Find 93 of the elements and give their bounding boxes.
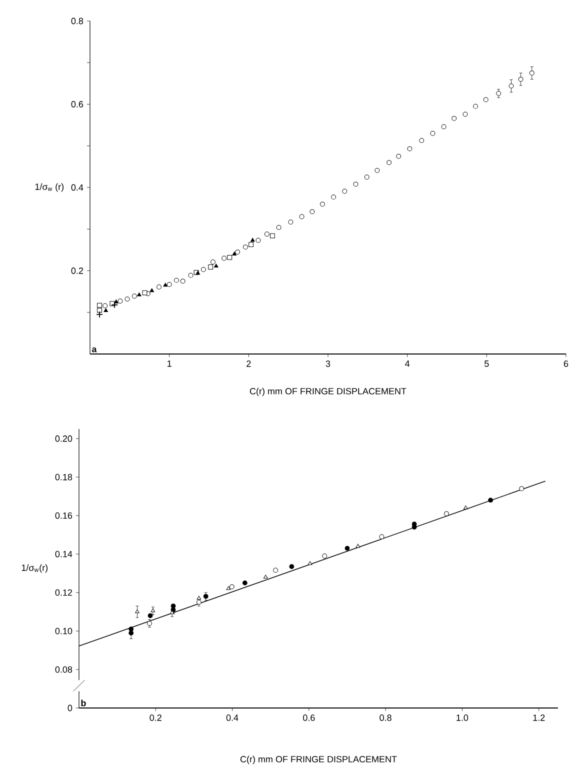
y-tick-label: 0 — [68, 704, 72, 712]
x-tick-label: 3 — [326, 360, 330, 367]
point — [256, 238, 261, 243]
x-tick-label: 1.2 — [533, 714, 545, 721]
x-tick-label: 6 — [564, 360, 568, 367]
point — [364, 174, 370, 180]
point — [444, 511, 449, 516]
point — [128, 630, 134, 636]
x-tick-label: 2 — [246, 360, 251, 367]
point — [208, 264, 214, 270]
annotation: a — [92, 347, 97, 352]
point — [344, 546, 350, 551]
point — [473, 104, 478, 109]
point — [452, 116, 457, 121]
point — [242, 580, 248, 586]
point — [508, 83, 514, 88]
point — [188, 272, 194, 278]
point — [96, 311, 103, 318]
point — [226, 586, 231, 590]
point — [379, 534, 384, 540]
x-tick-label: 1 — [168, 360, 172, 367]
point — [374, 168, 380, 173]
point — [270, 233, 275, 238]
point — [250, 238, 255, 242]
point — [124, 296, 130, 302]
point — [264, 232, 270, 237]
x-axis-title: C(r) mm OF FRINGE DISPLACEMENT — [240, 756, 397, 764]
point — [310, 209, 315, 214]
point — [227, 254, 232, 260]
point — [519, 486, 524, 492]
point — [214, 264, 218, 268]
point — [462, 112, 468, 117]
x-tick-label: 0.6 — [303, 714, 315, 721]
point — [142, 290, 148, 296]
point — [299, 214, 304, 220]
point — [483, 97, 488, 102]
y-tick-label: 0.20 — [55, 435, 72, 442]
point — [331, 194, 336, 200]
point — [180, 278, 186, 284]
point — [407, 146, 412, 152]
y-axis-title: 1/σ$_{w}$ (r) — [35, 183, 64, 192]
point — [222, 256, 227, 261]
point — [150, 288, 154, 292]
point — [118, 298, 123, 304]
point — [111, 301, 118, 308]
y-tick-label: 0.12 — [55, 589, 72, 596]
point — [97, 308, 102, 313]
point — [163, 282, 168, 287]
point — [232, 252, 237, 256]
point — [496, 90, 502, 96]
x-tick-label: 0.8 — [380, 714, 392, 721]
x-tick-label: 0.4 — [226, 714, 238, 721]
point — [128, 626, 134, 632]
y-tick-label: 0.6 — [71, 101, 84, 108]
point — [289, 564, 294, 570]
point — [132, 294, 137, 299]
y-tick-label: 0.14 — [55, 550, 72, 558]
point — [229, 584, 234, 590]
y-tick-label: 0.16 — [55, 512, 72, 519]
point — [137, 292, 142, 296]
x-tick-label: 4 — [405, 360, 410, 367]
point — [353, 182, 358, 187]
x-axis-title: C(r) mm OF FRINGE DISPLACEMENT — [250, 388, 406, 396]
point — [518, 76, 524, 82]
x-tick-label: 1.0 — [456, 714, 468, 721]
point — [342, 188, 348, 194]
point — [430, 130, 436, 136]
y-tick-label: 0.2 — [71, 268, 84, 274]
point — [320, 202, 325, 207]
point — [273, 568, 278, 573]
point — [463, 505, 468, 510]
point — [97, 302, 102, 308]
y-tick-label: 0.8 — [71, 18, 84, 24]
point — [174, 278, 179, 283]
point — [488, 498, 494, 503]
point — [441, 124, 446, 130]
point — [396, 154, 402, 159]
point — [356, 544, 360, 548]
point — [104, 308, 108, 312]
point — [196, 596, 202, 600]
y-tick-label: 0.10 — [55, 628, 72, 634]
x-tick-label: 0.2 — [150, 714, 162, 721]
point — [248, 242, 254, 247]
y-axis-title: 1/σ$_{w}$(r) — [22, 564, 48, 573]
annotation: b — [81, 700, 86, 706]
x-tick-label: 5 — [484, 360, 489, 367]
point — [135, 609, 140, 614]
y-tick-label: 0.4 — [71, 184, 84, 191]
point — [529, 70, 534, 76]
y-tick-label: 0.08 — [55, 666, 72, 673]
point — [308, 561, 312, 566]
y-tick-label: 0.18 — [55, 474, 72, 480]
point — [102, 303, 108, 308]
